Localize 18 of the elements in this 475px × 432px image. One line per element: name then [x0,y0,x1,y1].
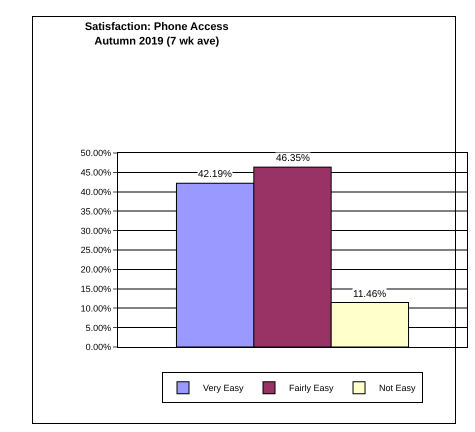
y-tick-label: 5.00% [86,322,112,333]
y-tick-label: 50.00% [80,148,112,158]
y-tick-label: 0.00% [86,342,112,352]
data-label: 42.19% [198,169,232,180]
data-label: 11.46% [353,289,386,300]
y-tick-label: 10.00% [80,303,112,314]
y-tick-label: 15.00% [80,284,112,294]
y-tick-label: 35.00% [80,206,112,216]
legend-label: Not Easy [379,383,416,394]
chart-title: Satisfaction: Phone Access Autumn 2019 (7 wk ave) [84,21,229,48]
legend-label: Fairly Easy [289,383,334,394]
y-tick-label: 20.00% [80,264,112,275]
y-tick-label: 40.00% [80,186,112,197]
data-label: 46.35% [276,153,310,164]
y-tick-label: 25.00% [80,245,112,256]
legend-label: Very Easy [203,383,244,394]
y-tick-label: 45.00% [80,168,112,178]
y-tick-label: 30.00% [80,226,112,236]
